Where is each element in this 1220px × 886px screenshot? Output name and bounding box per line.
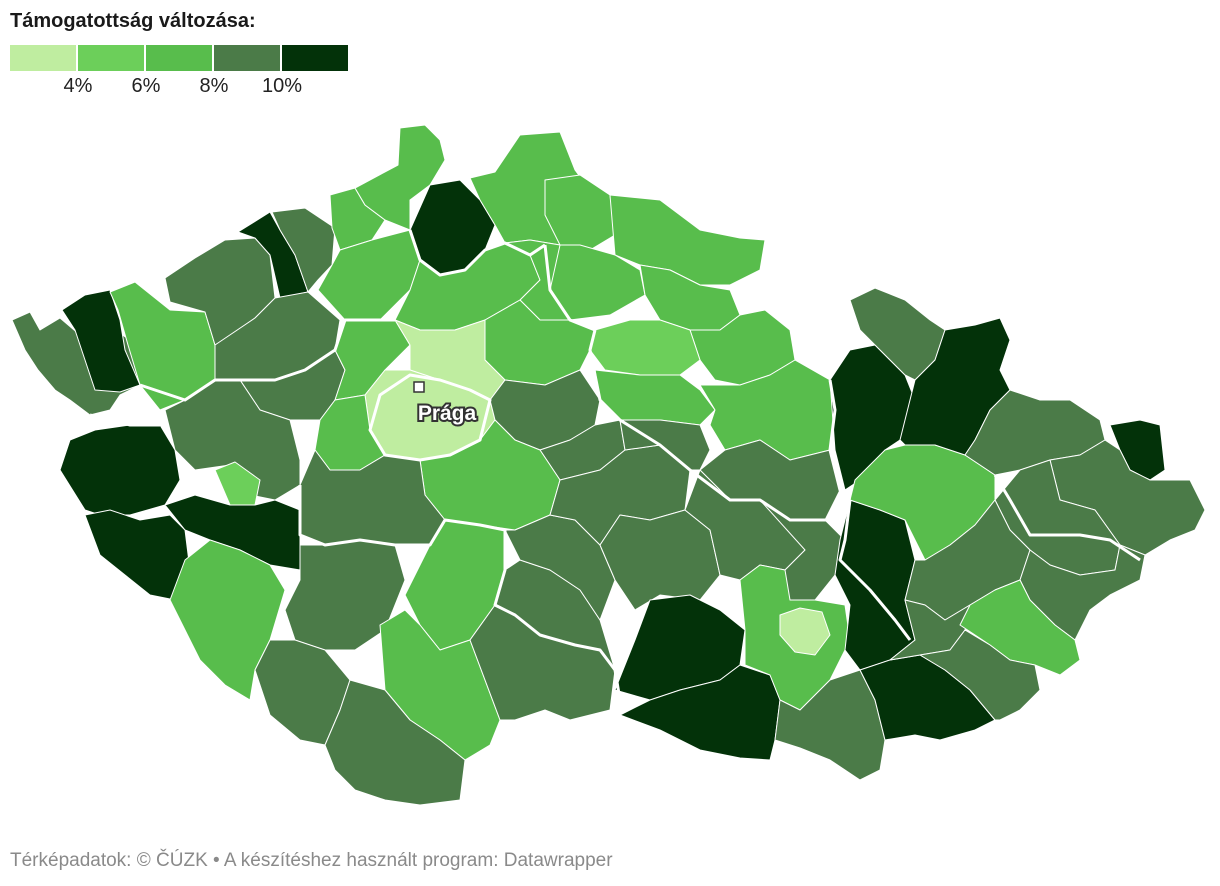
legend-swatch-2	[78, 45, 144, 71]
region-cesky-krumlov[interactable]	[324, 679, 466, 806]
legend-ticks: 4% 6% 8% 10%	[10, 75, 350, 101]
legend-swatch-4	[214, 45, 280, 71]
region-usti[interactable]	[354, 124, 446, 231]
region-most[interactable]	[271, 207, 336, 293]
region-trutnov[interactable]	[609, 194, 766, 286]
legend-tick-10: 10%	[261, 75, 303, 97]
czech-district-map: Prága	[11, 124, 1206, 806]
region-plzen[interactable]	[214, 461, 261, 506]
region-brno[interactable]	[779, 607, 831, 656]
legend-color-scale	[10, 45, 350, 71]
region-pardubice[interactable]	[594, 369, 716, 426]
regional-boundaries	[89, 229, 1141, 701]
legend-title: Támogatottság változása:	[10, 10, 256, 32]
legend-tick-8: 8%	[199, 75, 229, 97]
region-domazlice[interactable]	[84, 509, 191, 601]
region-hradec[interactable]	[589, 319, 701, 376]
footer-credits: Térképadatok: © ČÚZK • A készítéshez has…	[10, 850, 613, 871]
region-jablonec[interactable]	[544, 174, 616, 251]
region-tachov[interactable]	[59, 424, 181, 516]
legend-tick-4: 4%	[63, 75, 93, 97]
region-jihlava[interactable]	[599, 509, 721, 611]
city-label-praha: Prága	[418, 402, 477, 425]
region-uherske-hradiste[interactable]	[919, 629, 1041, 721]
legend-swatch-1	[10, 45, 76, 71]
praha-city-marker: Prága	[413, 381, 478, 427]
legend-swatch-5	[282, 45, 348, 71]
region-klatovy-north[interactable]	[164, 494, 301, 571]
legend-tick-6: 6%	[131, 75, 161, 97]
legend-swatch-3	[146, 45, 212, 71]
